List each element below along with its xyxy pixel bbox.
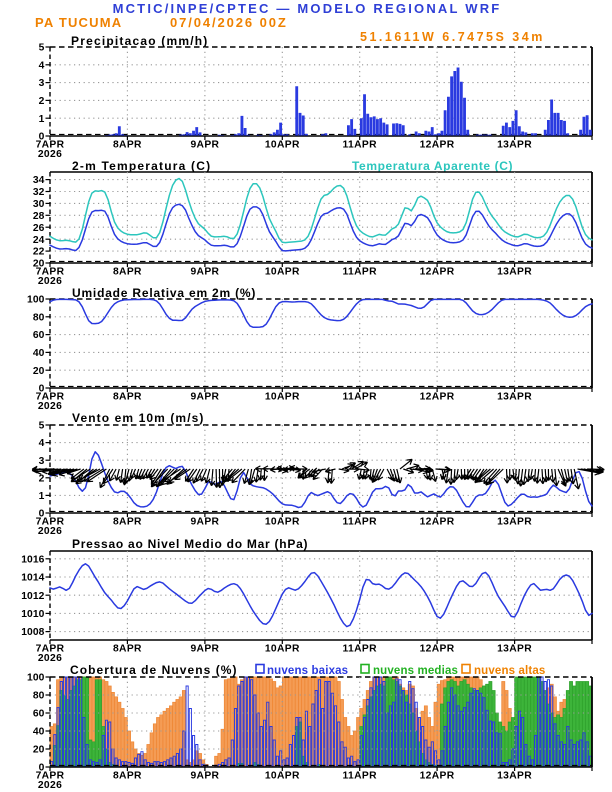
svg-text:4: 4: [39, 60, 45, 71]
svg-text:5: 5: [39, 421, 45, 432]
svg-text:12APR: 12APR: [420, 771, 455, 782]
svg-text:2-m Temperatura (C): 2-m Temperatura (C): [72, 159, 211, 173]
svg-text:0: 0: [39, 132, 45, 143]
svg-text:MCTIC/INPE/CPTEC — MODELO REGI: MCTIC/INPE/CPTEC — MODELO REGIONAL WRF: [113, 1, 502, 16]
svg-text:2026: 2026: [38, 526, 62, 537]
svg-text:10APR: 10APR: [265, 392, 300, 403]
svg-text:80: 80: [33, 312, 45, 323]
svg-text:7APR: 7APR: [36, 644, 65, 655]
svg-text:80: 80: [33, 691, 45, 702]
svg-text:PA TUCUMA: PA TUCUMA: [35, 15, 122, 30]
svg-text:22: 22: [33, 247, 45, 258]
svg-text:11APR: 11APR: [343, 517, 378, 528]
svg-text:11APR: 11APR: [343, 644, 378, 655]
svg-text:13APR: 13APR: [497, 267, 532, 278]
svg-text:13APR: 13APR: [497, 140, 532, 151]
svg-text:7APR: 7APR: [36, 140, 65, 151]
svg-text:1010: 1010: [21, 609, 44, 620]
svg-text:24: 24: [33, 235, 45, 246]
svg-text:8APR: 8APR: [113, 517, 142, 528]
svg-text:8APR: 8APR: [113, 267, 142, 278]
svg-text:0: 0: [39, 763, 45, 774]
svg-text:9APR: 9APR: [190, 267, 219, 278]
svg-text:3: 3: [39, 456, 45, 467]
svg-text:9APR: 9APR: [190, 140, 219, 151]
svg-text:51.1611W 6.7475S 34m: 51.1611W 6.7475S 34m: [360, 30, 545, 44]
svg-text:9APR: 9APR: [190, 644, 219, 655]
svg-text:nuvens baixas: nuvens baixas: [267, 665, 348, 677]
svg-text:13APR: 13APR: [497, 517, 532, 528]
svg-text:11APR: 11APR: [343, 771, 378, 782]
svg-text:10APR: 10APR: [265, 771, 300, 782]
svg-text:10APR: 10APR: [265, 140, 300, 151]
svg-text:9APR: 9APR: [190, 517, 219, 528]
svg-text:9APR: 9APR: [190, 771, 219, 782]
svg-text:1: 1: [39, 491, 45, 502]
svg-text:40: 40: [33, 727, 45, 738]
svg-text:2026: 2026: [38, 653, 62, 664]
svg-text:34: 34: [33, 175, 45, 186]
svg-text:100: 100: [27, 295, 45, 306]
svg-text:4: 4: [39, 438, 45, 449]
svg-text:Cobertura de Nuvens (%): Cobertura de Nuvens (%): [70, 663, 238, 677]
svg-text:20: 20: [33, 259, 45, 270]
svg-text:8APR: 8APR: [113, 644, 142, 655]
svg-text:7APR: 7APR: [36, 771, 65, 782]
svg-text:1014: 1014: [21, 573, 44, 584]
svg-text:8APR: 8APR: [113, 140, 142, 151]
svg-text:9APR: 9APR: [190, 392, 219, 403]
svg-text:0: 0: [39, 509, 45, 520]
svg-text:13APR: 13APR: [497, 771, 532, 782]
svg-text:7APR: 7APR: [36, 392, 65, 403]
svg-text:40: 40: [33, 348, 45, 359]
svg-text:8APR: 8APR: [113, 392, 142, 403]
svg-text:13APR: 13APR: [497, 392, 532, 403]
svg-text:3: 3: [39, 78, 45, 89]
svg-text:30: 30: [33, 199, 45, 210]
svg-text:nuvens medias: nuvens medias: [373, 665, 458, 677]
svg-text:1008: 1008: [21, 627, 44, 638]
svg-text:60: 60: [33, 709, 45, 720]
svg-text:10APR: 10APR: [265, 517, 300, 528]
svg-text:7APR: 7APR: [36, 517, 65, 528]
svg-text:1012: 1012: [21, 591, 44, 602]
svg-text:Temperatura Aparente (C): Temperatura Aparente (C): [352, 159, 513, 173]
svg-text:07/04/2026 00Z: 07/04/2026 00Z: [170, 15, 288, 30]
svg-text:10APR: 10APR: [265, 267, 300, 278]
svg-text:nuvens altas: nuvens altas: [474, 665, 545, 677]
svg-text:2026: 2026: [38, 149, 62, 160]
svg-text:60: 60: [33, 330, 45, 341]
svg-text:12APR: 12APR: [420, 140, 455, 151]
svg-text:Vento em 10m (m/s): Vento em 10m (m/s): [72, 411, 205, 425]
svg-text:1: 1: [39, 114, 45, 125]
svg-text:Umidade Relativa em 2m (%): Umidade Relativa em 2m (%): [72, 286, 256, 300]
svg-text:0: 0: [39, 384, 45, 395]
svg-text:26: 26: [33, 223, 45, 234]
svg-text:11APR: 11APR: [343, 140, 378, 151]
svg-text:2026: 2026: [38, 276, 62, 287]
svg-text:2026: 2026: [38, 780, 62, 791]
svg-text:12APR: 12APR: [420, 517, 455, 528]
svg-text:Precipitacao (mm/h): Precipitacao (mm/h): [71, 34, 209, 48]
svg-text:20: 20: [33, 366, 45, 377]
svg-text:11APR: 11APR: [343, 267, 378, 278]
svg-text:Pressao ao Nivel Medio do Mar: Pressao ao Nivel Medio do Mar (hPa): [72, 537, 308, 551]
svg-text:10APR: 10APR: [265, 644, 300, 655]
svg-text:7APR: 7APR: [36, 267, 65, 278]
svg-text:2: 2: [39, 96, 45, 107]
svg-text:11APR: 11APR: [343, 392, 378, 403]
svg-text:100: 100: [27, 673, 45, 684]
svg-text:32: 32: [33, 187, 45, 198]
svg-text:2: 2: [39, 473, 45, 484]
svg-text:12APR: 12APR: [420, 644, 455, 655]
svg-text:2026: 2026: [38, 401, 62, 412]
svg-text:20: 20: [33, 745, 45, 756]
svg-text:12APR: 12APR: [420, 267, 455, 278]
svg-text:12APR: 12APR: [420, 392, 455, 403]
svg-text:13APR: 13APR: [497, 644, 532, 655]
svg-text:1016: 1016: [21, 554, 44, 565]
svg-text:8APR: 8APR: [113, 771, 142, 782]
svg-text:28: 28: [33, 211, 45, 222]
svg-text:5: 5: [39, 43, 45, 54]
